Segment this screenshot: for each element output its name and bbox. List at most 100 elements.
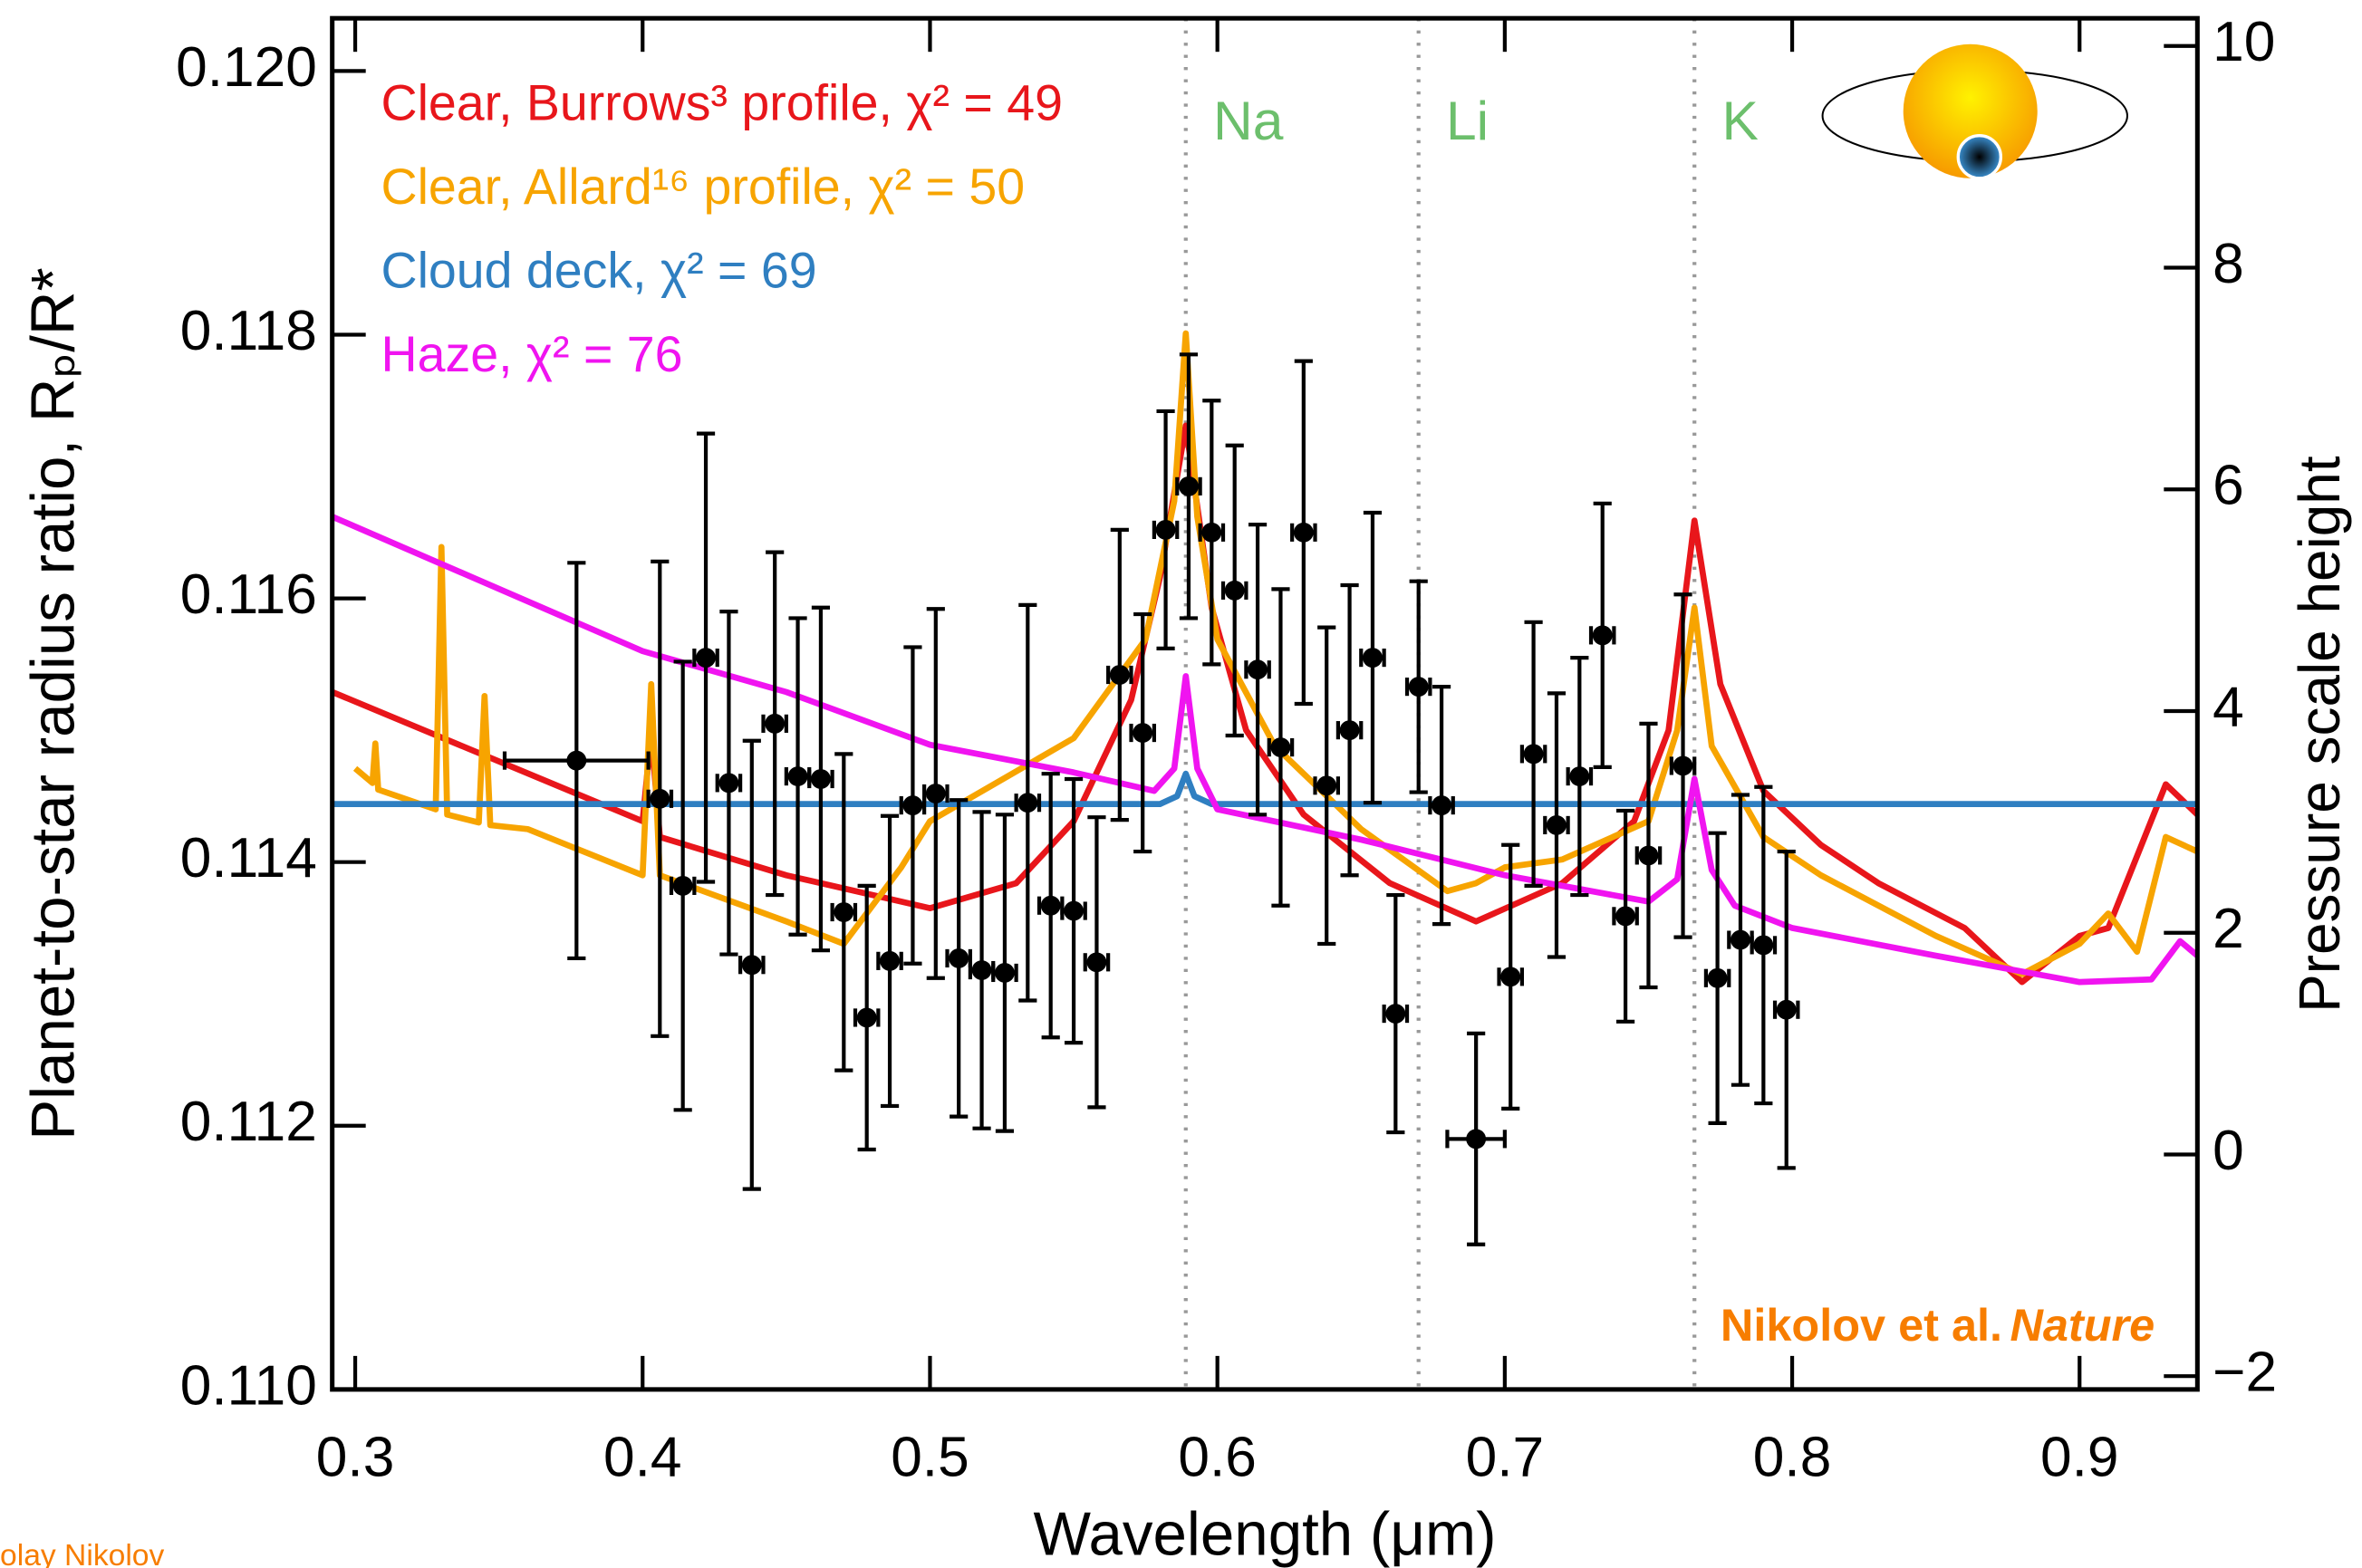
data-point xyxy=(807,605,834,953)
y-tick-label: 0.114 xyxy=(180,827,317,890)
legend-entry: Haze, χ² = 76 xyxy=(381,326,683,382)
data-point xyxy=(738,738,766,1191)
point xyxy=(1224,580,1245,601)
point xyxy=(1408,677,1429,697)
data-point xyxy=(1612,808,1639,1024)
data-point xyxy=(1244,522,1271,817)
data-point xyxy=(1727,793,1754,1087)
point xyxy=(995,963,1015,983)
point xyxy=(1017,793,1038,813)
data-point xyxy=(1198,399,1226,667)
model-line xyxy=(332,422,2198,986)
data-point xyxy=(1497,842,1525,1111)
model-line xyxy=(332,514,2198,986)
x-tick-label: 0.5 xyxy=(891,1426,969,1488)
data-point xyxy=(1404,579,1432,794)
y-axis-label: Planet-to-star radius ratio, Rₚ/R* xyxy=(20,267,88,1140)
legend-entry: Clear, Allard¹⁶ profile, χ² = 50 xyxy=(381,159,1026,215)
y2-tick-label: 4 xyxy=(2213,676,2244,738)
point xyxy=(1109,665,1130,685)
data-point xyxy=(1175,352,1202,620)
point xyxy=(787,766,808,787)
data-point xyxy=(1445,1031,1507,1246)
point xyxy=(1638,845,1659,866)
y2-tick-label: 8 xyxy=(2213,233,2244,295)
point xyxy=(1363,648,1383,669)
data-point xyxy=(853,883,881,1152)
point xyxy=(1615,906,1636,927)
y2-tick-label: 10 xyxy=(2213,11,2275,73)
point xyxy=(1673,755,1693,776)
data-point xyxy=(715,610,743,957)
data-point xyxy=(991,813,1018,1133)
data-point xyxy=(646,559,674,1038)
data-point xyxy=(1106,527,1133,822)
point xyxy=(1155,519,1176,540)
point xyxy=(1270,737,1291,757)
model-line xyxy=(352,330,2198,977)
data-point xyxy=(1129,611,1156,854)
data-point xyxy=(968,810,996,1130)
point xyxy=(1500,967,1521,987)
point xyxy=(925,784,946,803)
data-point xyxy=(876,813,903,1109)
data-point xyxy=(1267,587,1295,908)
x-tick-label: 0.6 xyxy=(1178,1426,1256,1488)
author: olay Nikolov xyxy=(0,1539,164,1568)
data-point xyxy=(830,752,858,1073)
data-point xyxy=(669,659,697,1112)
data-point xyxy=(899,645,927,966)
data-point xyxy=(1036,772,1065,1040)
data-point xyxy=(1703,831,1731,1125)
data-point xyxy=(1588,501,1616,769)
credit-journal: Nature xyxy=(2010,1299,2155,1351)
point xyxy=(971,960,992,980)
data-point xyxy=(502,561,651,961)
data-point xyxy=(1335,582,1364,878)
y2-tick-label: 2 xyxy=(2213,898,2244,960)
point xyxy=(650,788,670,809)
x-axis-label: Wavelength (μm) xyxy=(1034,1500,1497,1568)
y2-tick-label: 6 xyxy=(2213,455,2244,517)
point xyxy=(765,713,786,734)
y-tick-label: 0.112 xyxy=(180,1091,317,1153)
data-point xyxy=(1014,602,1042,1003)
point xyxy=(1316,775,1337,796)
point xyxy=(1707,967,1728,988)
point xyxy=(741,955,762,976)
point xyxy=(1776,999,1797,1020)
point xyxy=(949,948,969,968)
x-tick-label: 0.9 xyxy=(2040,1426,2119,1488)
reference-label: Na xyxy=(1213,90,1284,151)
point xyxy=(1248,659,1268,680)
point xyxy=(902,795,923,816)
y2-axis-label: Pressure scale height xyxy=(2287,456,2352,1013)
point xyxy=(1569,766,1590,787)
data-point xyxy=(1750,784,1778,1106)
reference-label: K xyxy=(1721,90,1758,151)
point xyxy=(1201,522,1222,543)
y-tick-label: 0.116 xyxy=(180,563,317,626)
point xyxy=(1592,625,1613,646)
point xyxy=(566,750,587,771)
point xyxy=(1432,795,1452,816)
data-point xyxy=(1152,409,1180,651)
plot-area xyxy=(332,18,2198,1390)
y2-tick-label: −2 xyxy=(2213,1342,2277,1404)
data-point xyxy=(1060,776,1087,1045)
point xyxy=(672,875,693,896)
data-point xyxy=(784,616,812,937)
star-icon xyxy=(1821,43,2128,180)
point xyxy=(1293,522,1314,543)
data-point xyxy=(1543,691,1570,959)
data-point xyxy=(922,607,950,980)
credit: Nikolov et al. xyxy=(1721,1299,2002,1351)
point xyxy=(810,769,831,789)
data-point xyxy=(1220,443,1248,738)
point xyxy=(1339,720,1360,741)
point xyxy=(880,950,900,971)
point xyxy=(718,773,739,794)
data-point xyxy=(1669,592,1697,939)
